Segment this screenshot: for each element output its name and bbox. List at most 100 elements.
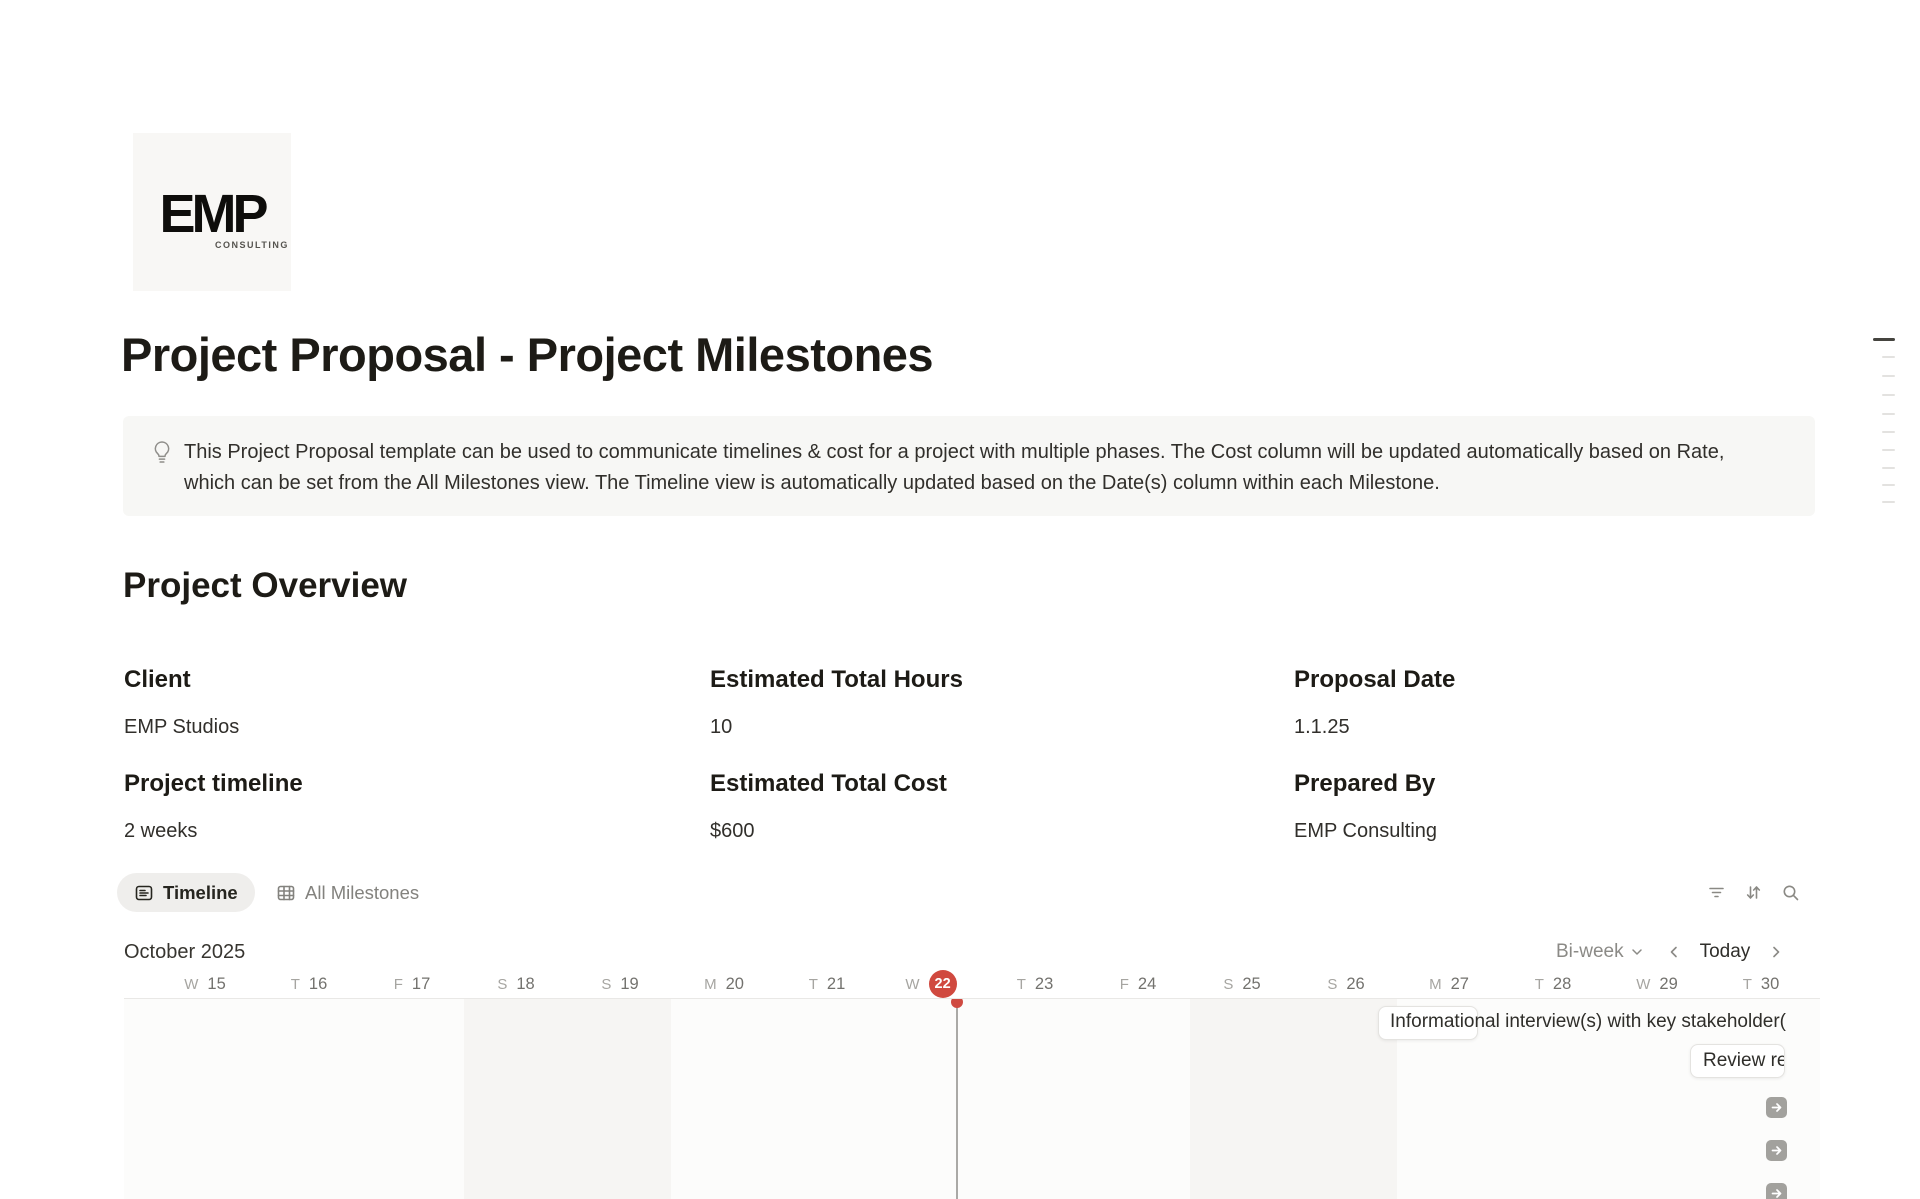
day-header: W 29 <box>1605 971 1709 997</box>
jump-to-item-button[interactable] <box>1766 1140 1787 1161</box>
arrow-right-icon <box>1771 1103 1782 1112</box>
outline-marker[interactable] <box>1873 338 1895 341</box>
logo-text: EMP <box>159 184 268 244</box>
field-label-client: Client <box>124 666 191 693</box>
day-letter: M <box>704 975 717 993</box>
day-number: 25 <box>1242 974 1261 993</box>
chevron-down-icon <box>1630 945 1644 959</box>
day-header: S 26 <box>1294 971 1398 997</box>
timeline-bar-informational-interviews[interactable] <box>1378 1006 1478 1040</box>
search-icon[interactable] <box>1780 882 1801 903</box>
today-indicator-line <box>956 999 958 1199</box>
day-header: T 16 <box>257 971 361 997</box>
day-number: 24 <box>1137 974 1157 993</box>
day-number: 15 <box>207 974 226 993</box>
jump-to-item-button[interactable] <box>1766 1183 1787 1199</box>
jump-to-item-button[interactable] <box>1766 1097 1787 1118</box>
sort-icon[interactable] <box>1743 882 1764 903</box>
day-number: 27 <box>1450 974 1469 993</box>
field-label-project-timeline: Project timeline <box>124 770 303 797</box>
weekend-band <box>464 999 671 1199</box>
outline-marker[interactable] <box>1882 413 1895 415</box>
day-header: S 25 <box>1190 971 1294 997</box>
day-header: T 30 <box>1709 971 1813 997</box>
day-letter: S <box>497 975 508 993</box>
outline-marker[interactable] <box>1882 484 1895 486</box>
day-header: F 17 <box>360 971 464 997</box>
weekend-band <box>1190 999 1397 1199</box>
day-number: 23 <box>1034 974 1054 993</box>
outline-marker[interactable] <box>1882 431 1895 433</box>
timeline-view-icon <box>134 883 154 903</box>
arrow-right-icon <box>1771 1146 1782 1155</box>
day-letter: F <box>393 975 403 993</box>
field-label-prepared-by: Prepared By <box>1294 770 1436 797</box>
logo-subtext: CONSULTING <box>215 240 289 250</box>
outline-marker[interactable] <box>1882 501 1895 503</box>
timeline-zoom-label: Bi-week <box>1556 941 1624 962</box>
callout-text: This Project Proposal template can be us… <box>184 441 1725 494</box>
filter-icon[interactable] <box>1706 882 1727 903</box>
field-value-proposal-date[interactable]: 1.1.25 <box>1294 716 1350 738</box>
section-heading[interactable]: Project Overview <box>123 566 408 605</box>
field-value-project-timeline[interactable]: 2 weeks <box>124 820 198 842</box>
today-indicator-dot <box>951 999 963 1008</box>
timeline-bar-review[interactable]: Review relev <box>1690 1044 1785 1078</box>
day-letter: S <box>601 975 612 993</box>
timeline-canvas[interactable]: Informational interview(s) with key stak… <box>124 998 1820 1199</box>
table-view-icon <box>276 883 296 903</box>
field-label-proposal-date: Proposal Date <box>1294 666 1456 693</box>
day-header: M 27 <box>1397 971 1501 997</box>
field-label-estimated-total-hours: Estimated Total Hours <box>710 666 963 693</box>
chevron-left-icon[interactable] <box>1666 944 1682 960</box>
day-number: 29 <box>1659 974 1678 993</box>
day-letter: T <box>290 975 300 993</box>
day-letter: W <box>1636 975 1651 993</box>
timeline-bar-title[interactable]: Informational interview(s) with key stak… <box>1390 1011 1786 1032</box>
day-number: 28 <box>1552 974 1572 993</box>
day-header-today: W 22 <box>879 970 983 998</box>
tab-timeline[interactable]: Timeline <box>117 873 255 912</box>
day-header: T 21 <box>775 971 879 997</box>
day-letter: T <box>1742 975 1752 993</box>
chevron-right-icon[interactable] <box>1768 944 1784 960</box>
day-letter: S <box>1223 975 1234 993</box>
day-number: 26 <box>1346 974 1365 993</box>
day-number: 19 <box>620 974 639 993</box>
day-number: 17 <box>411 974 431 993</box>
tab-all-milestones-label: All Milestones <box>305 881 420 903</box>
timeline-bar-title: Review relev <box>1703 1050 1784 1071</box>
lightbulb-icon <box>149 439 175 465</box>
day-number: 30 <box>1760 974 1780 993</box>
day-header: M 20 <box>672 971 776 997</box>
timeline-zoom-select[interactable]: Bi-week <box>1556 941 1644 963</box>
field-value-client[interactable]: EMP Studios <box>124 716 240 738</box>
day-number: 16 <box>308 974 328 993</box>
field-label-estimated-total-cost: Estimated Total Cost <box>710 770 947 797</box>
day-letter: M <box>1429 975 1442 993</box>
tab-all-milestones[interactable]: All Milestones <box>276 873 419 912</box>
arrow-right-icon <box>1771 1189 1782 1198</box>
timeline-month-label: October 2025 <box>124 941 246 963</box>
callout-block[interactable]: This Project Proposal template can be us… <box>123 416 1815 516</box>
day-letter: F <box>1119 975 1129 993</box>
today-date-badge[interactable]: 22 <box>928 970 957 998</box>
field-value-prepared-by[interactable]: EMP Consulting <box>1294 820 1438 842</box>
day-letter: T <box>808 975 818 993</box>
day-number: 20 <box>725 974 744 993</box>
field-value-estimated-total-cost[interactable]: $600 <box>710 820 755 842</box>
outline-marker[interactable] <box>1882 356 1895 358</box>
day-letter: T <box>1016 975 1026 993</box>
page-logo[interactable]: EMP CONSULTING <box>133 133 291 291</box>
outline-marker[interactable] <box>1882 375 1895 377</box>
today-button[interactable]: Today <box>1699 941 1751 962</box>
day-letter: W <box>905 975 920 993</box>
view-toolbar <box>1706 882 1801 903</box>
outline-marker[interactable] <box>1882 467 1895 469</box>
page-title[interactable]: Project Proposal - Project Milestones <box>121 328 934 381</box>
outline-marker[interactable] <box>1882 449 1895 451</box>
outline-marker[interactable] <box>1882 394 1895 396</box>
field-value-estimated-total-hours[interactable]: 10 <box>710 716 733 738</box>
day-number: 21 <box>826 974 846 993</box>
